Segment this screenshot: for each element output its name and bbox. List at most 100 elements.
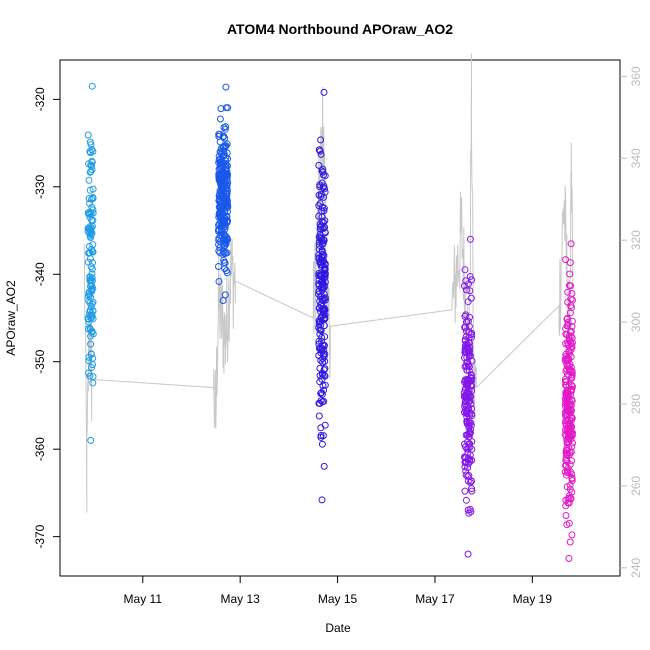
y-axis: -320 -330 -340 -350 -360 -370 bbox=[33, 87, 60, 549]
data-point bbox=[568, 477, 576, 485]
data-point bbox=[561, 399, 569, 407]
data-point bbox=[462, 431, 470, 439]
data-point bbox=[464, 317, 472, 325]
data-point bbox=[467, 331, 475, 339]
x-tick-label: May 11 bbox=[124, 592, 163, 606]
data-point bbox=[461, 487, 469, 495]
data-point bbox=[217, 204, 225, 212]
data-point bbox=[216, 209, 223, 217]
y2-tick-label: 240 bbox=[629, 557, 643, 577]
data-point bbox=[215, 263, 222, 270]
data-point bbox=[567, 346, 575, 354]
data-point bbox=[318, 248, 326, 255]
data-point bbox=[315, 399, 323, 407]
data-point bbox=[215, 172, 223, 180]
data-point bbox=[223, 234, 231, 241]
data-point bbox=[215, 278, 223, 285]
data-point bbox=[463, 445, 471, 453]
data-point bbox=[568, 474, 576, 482]
data-point bbox=[316, 200, 324, 208]
data-point bbox=[468, 487, 476, 495]
data-point bbox=[219, 297, 227, 304]
data-point bbox=[564, 430, 572, 438]
data-point bbox=[89, 216, 97, 224]
data-point bbox=[319, 240, 327, 248]
data-point bbox=[223, 187, 231, 195]
data-point bbox=[466, 235, 474, 243]
data-point bbox=[85, 176, 93, 184]
data-point bbox=[463, 366, 471, 374]
data-point bbox=[87, 226, 95, 234]
data-point bbox=[220, 256, 228, 264]
data-point bbox=[567, 327, 575, 335]
data-point bbox=[318, 203, 326, 211]
data-point bbox=[568, 531, 576, 539]
data-point bbox=[465, 280, 473, 288]
data-point bbox=[220, 132, 228, 140]
data-point bbox=[565, 499, 573, 507]
data-point bbox=[462, 398, 469, 406]
y2-tick-label: 320 bbox=[629, 230, 643, 250]
data-point bbox=[319, 341, 327, 349]
data-point bbox=[87, 263, 95, 271]
data-point bbox=[462, 471, 470, 479]
data-point bbox=[564, 298, 572, 306]
data-point bbox=[319, 371, 326, 379]
data-point bbox=[568, 396, 576, 404]
data-point bbox=[465, 404, 473, 412]
data-point bbox=[468, 410, 476, 418]
data-point bbox=[318, 167, 326, 175]
data-point bbox=[561, 355, 569, 363]
data-point bbox=[318, 496, 326, 504]
data-point bbox=[86, 223, 94, 231]
data-point bbox=[316, 364, 324, 372]
data-point bbox=[88, 166, 96, 174]
data-point bbox=[86, 148, 94, 156]
data-point bbox=[320, 88, 328, 96]
series-line-layer bbox=[83, 53, 575, 513]
data-point bbox=[89, 194, 97, 201]
data-point bbox=[562, 411, 570, 419]
x-tick-label: May 13 bbox=[220, 592, 260, 606]
data-point bbox=[316, 330, 324, 338]
data-point bbox=[564, 318, 572, 326]
data-point bbox=[563, 444, 571, 452]
data-point bbox=[464, 348, 472, 356]
data-point bbox=[88, 312, 96, 320]
data-point bbox=[563, 416, 571, 424]
data-point bbox=[218, 232, 226, 240]
data-point bbox=[567, 240, 575, 248]
data-point bbox=[319, 307, 327, 315]
data-point bbox=[222, 104, 230, 112]
data-point bbox=[319, 236, 327, 244]
data-point bbox=[319, 239, 327, 247]
data-point bbox=[215, 236, 223, 244]
data-point bbox=[563, 407, 570, 415]
data-point bbox=[219, 240, 227, 248]
data-point bbox=[86, 274, 94, 282]
data-point bbox=[89, 148, 97, 155]
data-point bbox=[315, 146, 323, 154]
data-point bbox=[89, 259, 96, 267]
data-point bbox=[563, 467, 571, 475]
data-point bbox=[88, 229, 96, 237]
data-point bbox=[88, 82, 96, 90]
data-point bbox=[224, 162, 231, 170]
data-point bbox=[316, 258, 324, 266]
data-point bbox=[568, 423, 576, 431]
data-point bbox=[568, 457, 576, 465]
data-point bbox=[567, 363, 575, 371]
data-point bbox=[216, 115, 224, 123]
data-point bbox=[221, 232, 229, 240]
data-point bbox=[320, 295, 328, 303]
y-axis-label: APOraw_AO2 bbox=[4, 280, 18, 356]
data-point bbox=[87, 168, 95, 175]
data-point bbox=[320, 353, 328, 361]
data-point bbox=[467, 393, 475, 401]
data-point bbox=[566, 538, 574, 546]
x-axis-label: Date bbox=[325, 621, 351, 635]
data-point bbox=[86, 306, 94, 314]
data-point bbox=[316, 225, 324, 233]
data-point bbox=[462, 311, 470, 319]
data-point bbox=[463, 418, 471, 426]
